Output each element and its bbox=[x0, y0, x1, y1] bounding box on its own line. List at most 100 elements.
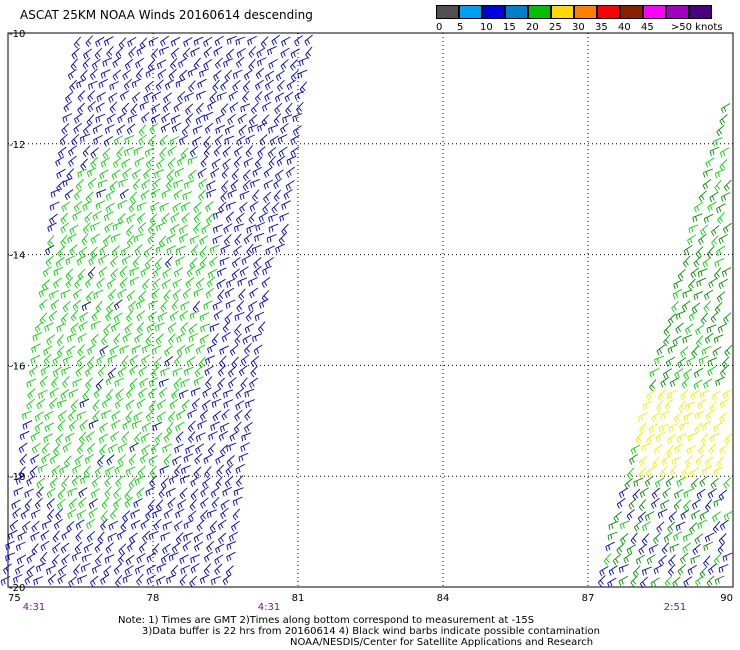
wind-barb bbox=[719, 398, 730, 409]
wind-barb bbox=[119, 344, 130, 355]
wind-barb bbox=[693, 379, 703, 390]
wind-barb bbox=[104, 486, 112, 498]
wind-barb bbox=[67, 508, 77, 519]
wind-barb bbox=[623, 552, 633, 564]
wind-barb bbox=[83, 542, 94, 553]
wind-barb bbox=[667, 390, 677, 400]
wind-barb bbox=[0, 576, 11, 586]
wind-barb bbox=[704, 456, 714, 467]
wind-barb bbox=[231, 257, 241, 268]
wind-barb bbox=[47, 222, 57, 233]
wind-barb bbox=[156, 158, 165, 170]
wind-barb bbox=[719, 159, 728, 171]
wind-barb bbox=[188, 332, 199, 343]
wind-barb bbox=[690, 477, 699, 490]
wind-barb bbox=[73, 563, 81, 576]
wind-barb bbox=[125, 410, 133, 423]
wind-barb bbox=[102, 57, 113, 67]
wind-barb bbox=[167, 157, 176, 169]
wind-barb bbox=[50, 188, 61, 198]
wind-barb bbox=[641, 533, 650, 546]
wind-barb bbox=[85, 377, 93, 390]
wind-barb bbox=[262, 265, 272, 276]
wind-barb bbox=[113, 497, 122, 510]
wind-barb bbox=[263, 166, 273, 178]
wind-barb bbox=[242, 169, 251, 182]
wind-barb bbox=[61, 553, 70, 566]
wind-barb bbox=[138, 124, 147, 137]
wind-barb bbox=[151, 288, 160, 300]
wind-barb bbox=[90, 147, 99, 159]
wind-barb bbox=[133, 233, 144, 243]
wind-barb bbox=[714, 575, 725, 585]
wind-barb bbox=[253, 257, 262, 269]
wind-barb bbox=[165, 177, 174, 190]
wind-barb bbox=[260, 36, 269, 48]
wind-barb bbox=[290, 146, 300, 158]
wind-barb bbox=[267, 45, 277, 56]
wind-barb bbox=[203, 111, 214, 122]
wind-barb bbox=[124, 58, 134, 70]
wind-barb bbox=[701, 345, 712, 356]
wind-barb bbox=[55, 433, 64, 445]
legend-swatch bbox=[436, 5, 459, 19]
wind-barb bbox=[690, 509, 701, 520]
wind-barb bbox=[203, 46, 212, 58]
wind-barb bbox=[68, 388, 79, 399]
wind-barb bbox=[190, 244, 199, 256]
wind-barb bbox=[672, 576, 681, 588]
wind-barb bbox=[717, 323, 728, 334]
wind-barb bbox=[186, 356, 196, 367]
wind-barb bbox=[200, 509, 208, 522]
wind-barb bbox=[49, 453, 59, 465]
wind-barb bbox=[185, 113, 194, 125]
wind-barb bbox=[221, 167, 230, 179]
wind-barb bbox=[107, 367, 117, 379]
wind-barb bbox=[7, 529, 18, 540]
wind-barb bbox=[12, 507, 21, 519]
wind-barb bbox=[720, 192, 731, 202]
wind-barb bbox=[286, 166, 295, 178]
wind-barb bbox=[141, 422, 152, 433]
wind-barb bbox=[170, 223, 180, 235]
wind-barb bbox=[47, 235, 55, 248]
wind-barb bbox=[233, 487, 244, 497]
wind-barb bbox=[696, 277, 707, 288]
wind-barb bbox=[192, 300, 200, 313]
wind-barb bbox=[11, 499, 21, 510]
wind-barb bbox=[203, 300, 213, 311]
wind-barb bbox=[57, 498, 66, 510]
wind-barbs bbox=[0, 34, 734, 589]
legend-swatch bbox=[459, 5, 482, 19]
wind-barb bbox=[639, 422, 647, 435]
wind-barb bbox=[173, 520, 183, 532]
wind-barb bbox=[278, 146, 288, 158]
wind-barb bbox=[221, 180, 229, 193]
wind-barb bbox=[14, 564, 25, 575]
wind-barb bbox=[193, 288, 204, 298]
wind-barb bbox=[168, 410, 176, 423]
wind-barb bbox=[68, 576, 77, 588]
wind-barb bbox=[125, 554, 135, 566]
wind-barb bbox=[164, 79, 175, 90]
wind-barb bbox=[628, 498, 637, 510]
wind-barb bbox=[105, 466, 115, 476]
wind-barb bbox=[32, 331, 43, 342]
wind-speed-legend: 0 5 10 15 20 25 30 35 40 45 >50 knots bbox=[436, 5, 723, 33]
wind-barb bbox=[278, 232, 287, 245]
wind-barb bbox=[77, 268, 86, 281]
wind-barb bbox=[660, 410, 670, 420]
wind-barb bbox=[714, 258, 725, 268]
wind-barb bbox=[149, 465, 157, 478]
wind-barb bbox=[168, 474, 179, 485]
wind-barb bbox=[115, 47, 124, 59]
wind-barb bbox=[139, 101, 150, 111]
wind-barb bbox=[698, 355, 709, 365]
wind-barb bbox=[703, 378, 713, 389]
wind-barb bbox=[248, 211, 256, 224]
wind-barb bbox=[102, 234, 112, 246]
wind-barb bbox=[216, 278, 226, 290]
wind-barb bbox=[77, 574, 88, 584]
wind-barb bbox=[187, 156, 198, 166]
